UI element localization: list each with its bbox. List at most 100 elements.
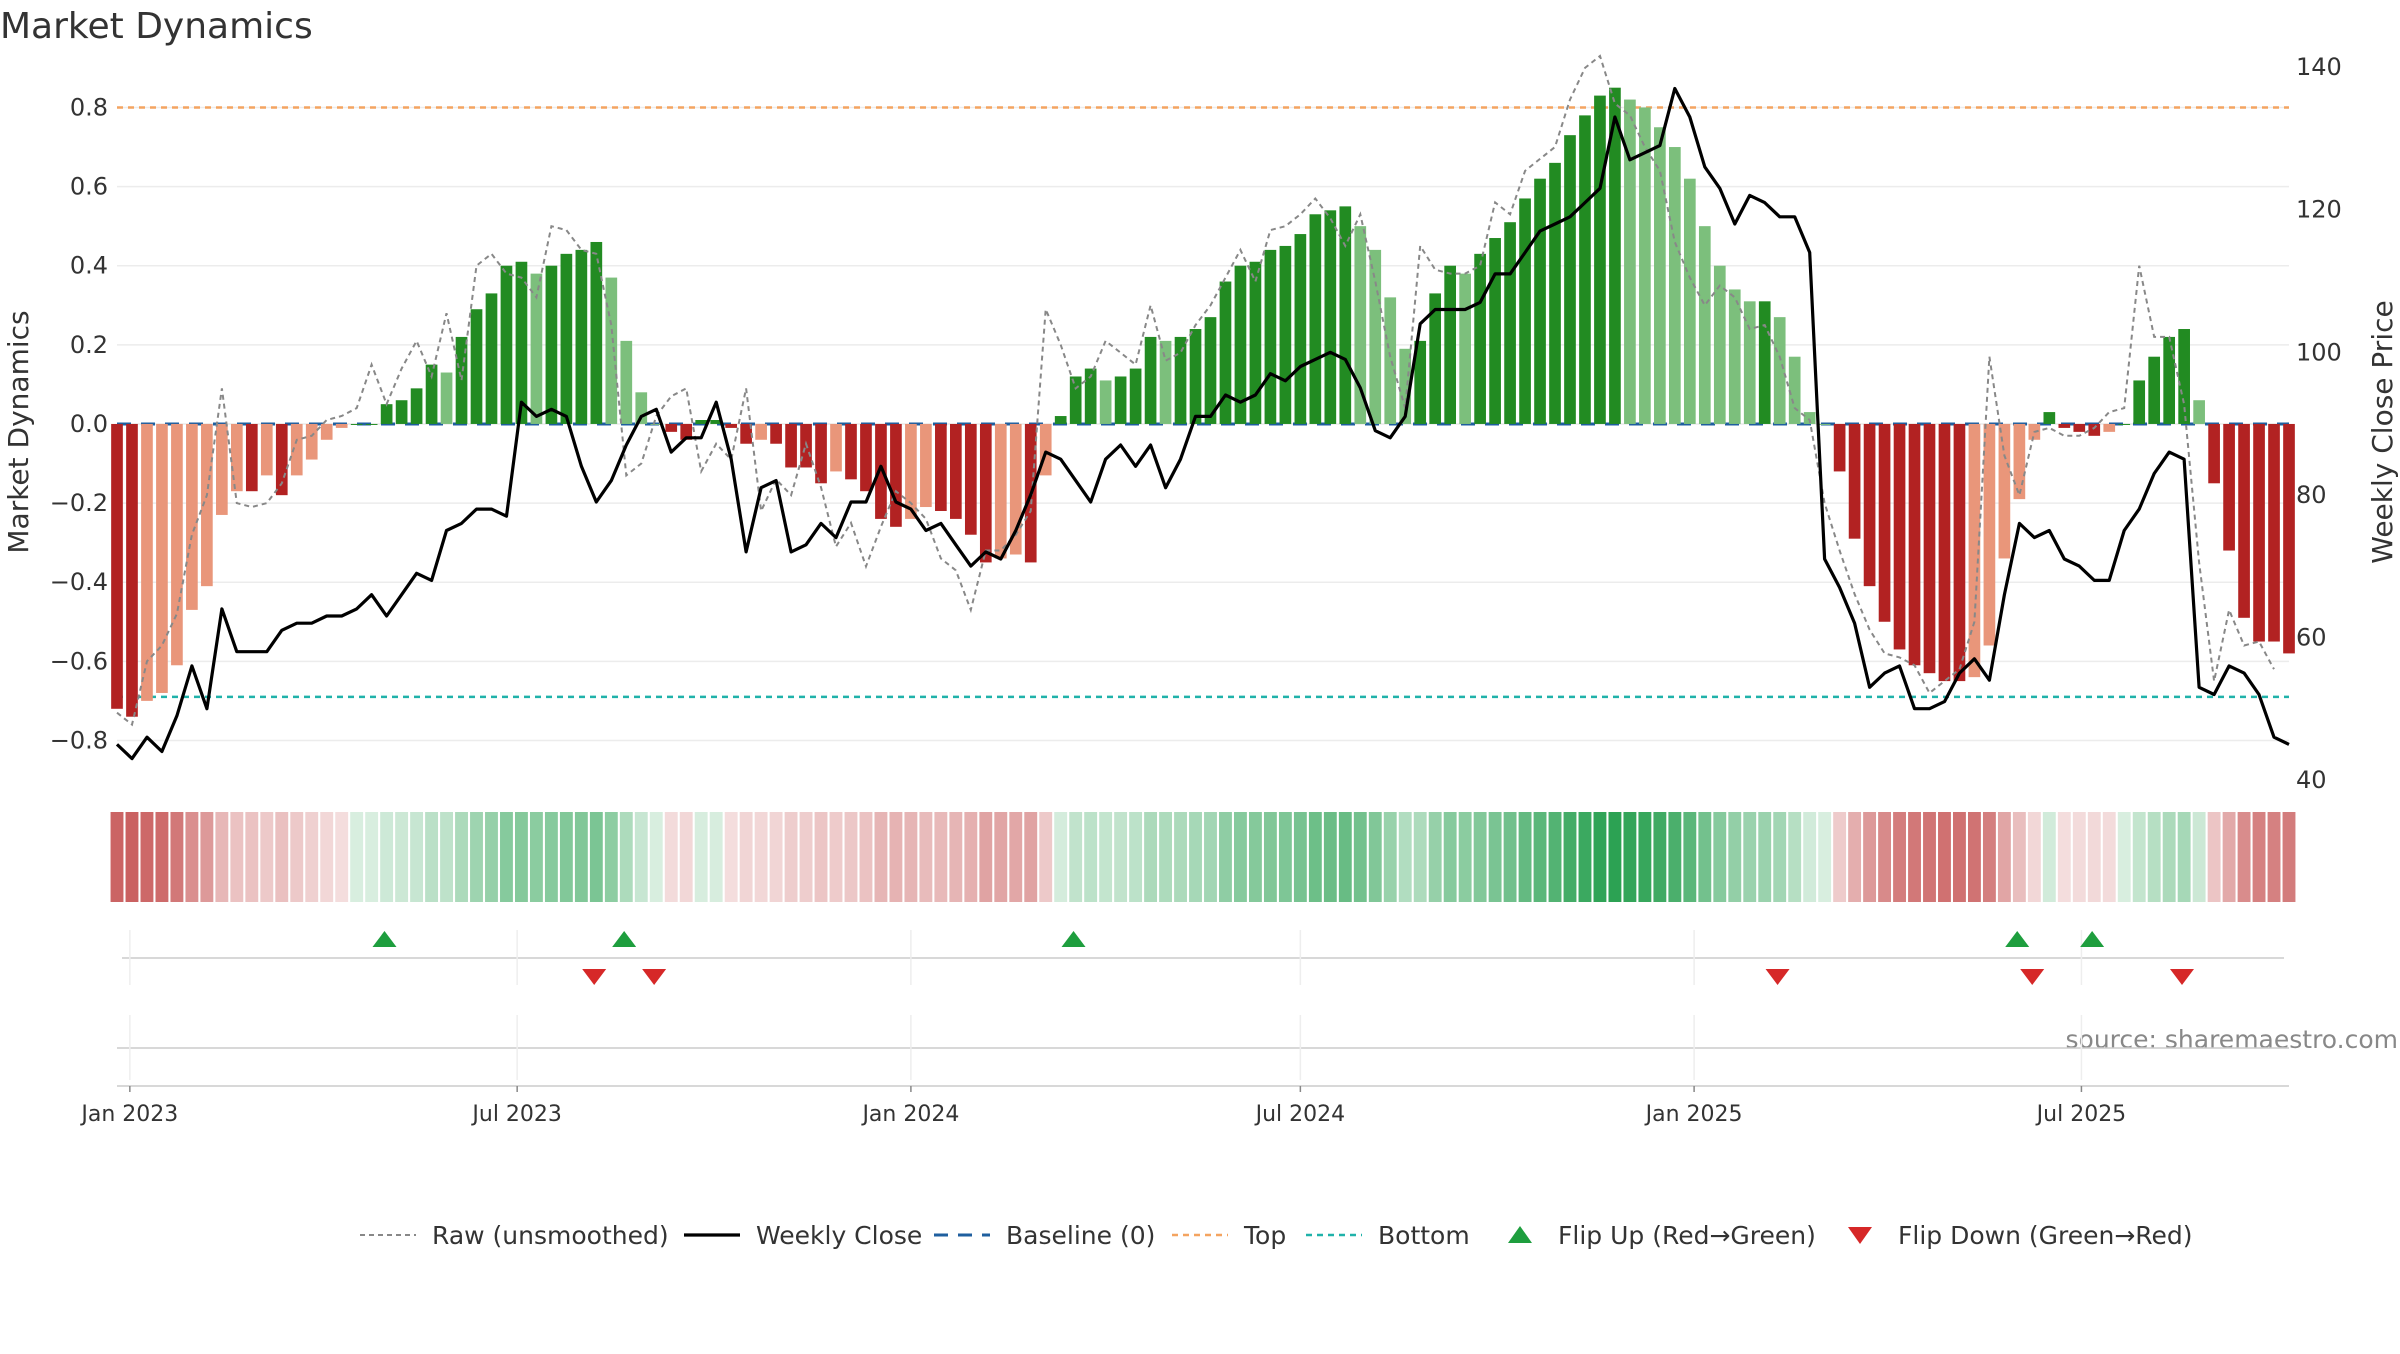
bar-71 [1174,336,1187,424]
strip-cell-105 [1683,812,1697,902]
bar-47 [815,423,827,484]
bar-95 [1534,178,1546,424]
bar-7 [216,423,228,515]
bar-28 [530,273,543,424]
strip-cell-26 [500,812,513,902]
bar-118 [1878,423,1891,622]
bar-91 [1474,253,1486,424]
strip-cell-32 [589,812,603,902]
bar-112 [1788,356,1801,424]
strip-cell-131 [2072,812,2086,902]
strip-cell-22 [440,812,453,902]
bar-14 [320,423,333,440]
strip-cell-19 [395,812,409,902]
strip-cell-136 [2147,812,2161,902]
bar-126 [1998,423,2011,559]
bar-131 [2073,423,2086,432]
bars-layer [111,87,2295,717]
strip-cell-57 [964,812,978,902]
bar-33 [605,277,618,424]
bar-145 [2283,423,2295,654]
bar-83 [1354,226,1367,424]
y2-tick-label-0: 40 [2296,766,2327,794]
strip-cell-71 [1174,812,1187,902]
strip-cell-11 [275,812,289,902]
bar-120 [1908,423,1921,666]
bar-5 [186,423,198,610]
strip-cell-20 [410,812,424,902]
strip-cell-17 [365,812,379,902]
strip-cell-103 [1653,812,1667,902]
y-tick-label-1: −0.6 [50,647,108,675]
strip-cell-65 [1084,812,1098,902]
y-tick-label-6: 0.4 [70,252,108,280]
bar-25 [485,293,498,424]
bar-136 [2148,356,2161,424]
bar-119 [1893,423,1906,650]
bar-139 [2193,400,2205,424]
strip-cell-73 [1204,812,1217,902]
bar-9 [245,423,258,492]
strip-cell-100 [1608,812,1622,902]
strip-cell-120 [1908,812,1921,902]
legend-flip-up-swatch [1508,1226,1532,1243]
strip-cell-75 [1234,812,1247,902]
strip-cell-36 [649,812,663,902]
strip-cell-126 [1997,812,2011,902]
strip-cell-79 [1293,812,1307,902]
bar-50 [860,423,872,492]
strip-cell-140 [2207,812,2221,902]
strip-cell-47 [814,812,828,902]
bar-138 [2178,329,2190,424]
bar-103 [1654,127,1666,424]
strip-cell-64 [1069,812,1083,902]
bar-113 [1803,412,1816,424]
bar-53 [905,423,917,519]
strip-cell-38 [679,812,693,902]
strip-cell-113 [1803,812,1817,902]
legend-layer: Raw (unsmoothed) Weekly Close Baseline (0)… [360,1221,2193,1250]
bar-115 [1833,423,1846,472]
strip-cell-39 [694,812,708,902]
strip-cell-28 [529,812,543,902]
strip-cell-109 [1743,812,1757,902]
bar-78 [1279,245,1292,424]
bar-90 [1459,273,1471,424]
flip-down-marker-1 [642,969,667,985]
bar-105 [1683,178,1696,424]
bar-82 [1339,206,1352,424]
y-tick-label-0: −0.8 [50,726,108,754]
y-tick-label-3: −0.2 [50,489,108,517]
y2-tick-label-1: 60 [2296,623,2327,651]
bar-15 [335,423,348,428]
strip-cell-127 [2012,812,2026,902]
bar-0 [111,423,123,709]
bar-73 [1204,317,1217,424]
strip-cell-145 [2282,812,2296,902]
bar-141 [2223,423,2235,551]
flip-up-marker-0 [372,931,397,947]
strip-cell-143 [2252,812,2266,902]
bar-2 [141,423,153,701]
strip-cell-40 [709,812,723,902]
strip-cell-101 [1623,812,1637,902]
strip-cell-4 [170,812,184,902]
bar-79 [1294,234,1307,424]
y2-tick-label-4: 120 [2296,196,2342,224]
strip-cell-132 [2087,812,2101,902]
bar-3 [156,423,168,693]
strip-cell-48 [829,812,843,902]
strip-cell-52 [889,812,903,902]
bar-10 [260,423,273,476]
strip-cell-95 [1533,812,1547,902]
strip-cell-94 [1518,812,1532,902]
strip-cell-12 [290,812,304,902]
strip-cell-82 [1338,812,1352,902]
bar-106 [1698,226,1711,424]
x-tick-label-5: Jul 2025 [2035,1102,2127,1127]
strip-cell-42 [739,812,753,902]
strip-cell-142 [2237,812,2251,902]
strip-cell-83 [1353,812,1367,902]
bar-32 [590,241,603,424]
